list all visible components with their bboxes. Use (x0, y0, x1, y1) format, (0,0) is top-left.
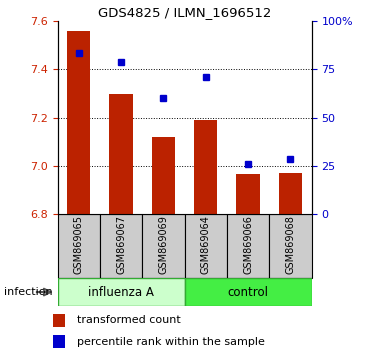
Text: GSM869067: GSM869067 (116, 215, 126, 274)
Text: control: control (227, 286, 269, 298)
Bar (58, 214, 100, 278)
Bar (279, 173, 302, 214)
Title: GDS4825 / ILMN_1696512: GDS4825 / ILMN_1696512 (98, 6, 271, 19)
Bar (109, 93, 133, 214)
Bar (53, 314, 65, 327)
Bar (53, 335, 65, 348)
Bar (236, 175, 260, 214)
Text: transformed count: transformed count (78, 315, 181, 325)
Bar (194, 120, 217, 214)
Bar (58, 278, 185, 306)
Bar (142, 214, 185, 278)
Bar (227, 214, 269, 278)
Text: GSM869068: GSM869068 (285, 215, 295, 274)
Bar (152, 137, 175, 214)
Text: infection: infection (4, 287, 52, 297)
Text: GSM869069: GSM869069 (158, 215, 168, 274)
Bar (185, 214, 227, 278)
Bar (185, 278, 312, 306)
Text: GSM869066: GSM869066 (243, 215, 253, 274)
Bar (67, 31, 90, 214)
Text: GSM869065: GSM869065 (74, 215, 84, 274)
Bar (100, 214, 142, 278)
Bar (269, 214, 312, 278)
Text: percentile rank within the sample: percentile rank within the sample (78, 337, 265, 347)
Text: GSM869064: GSM869064 (201, 215, 211, 274)
Text: influenza A: influenza A (88, 286, 154, 298)
